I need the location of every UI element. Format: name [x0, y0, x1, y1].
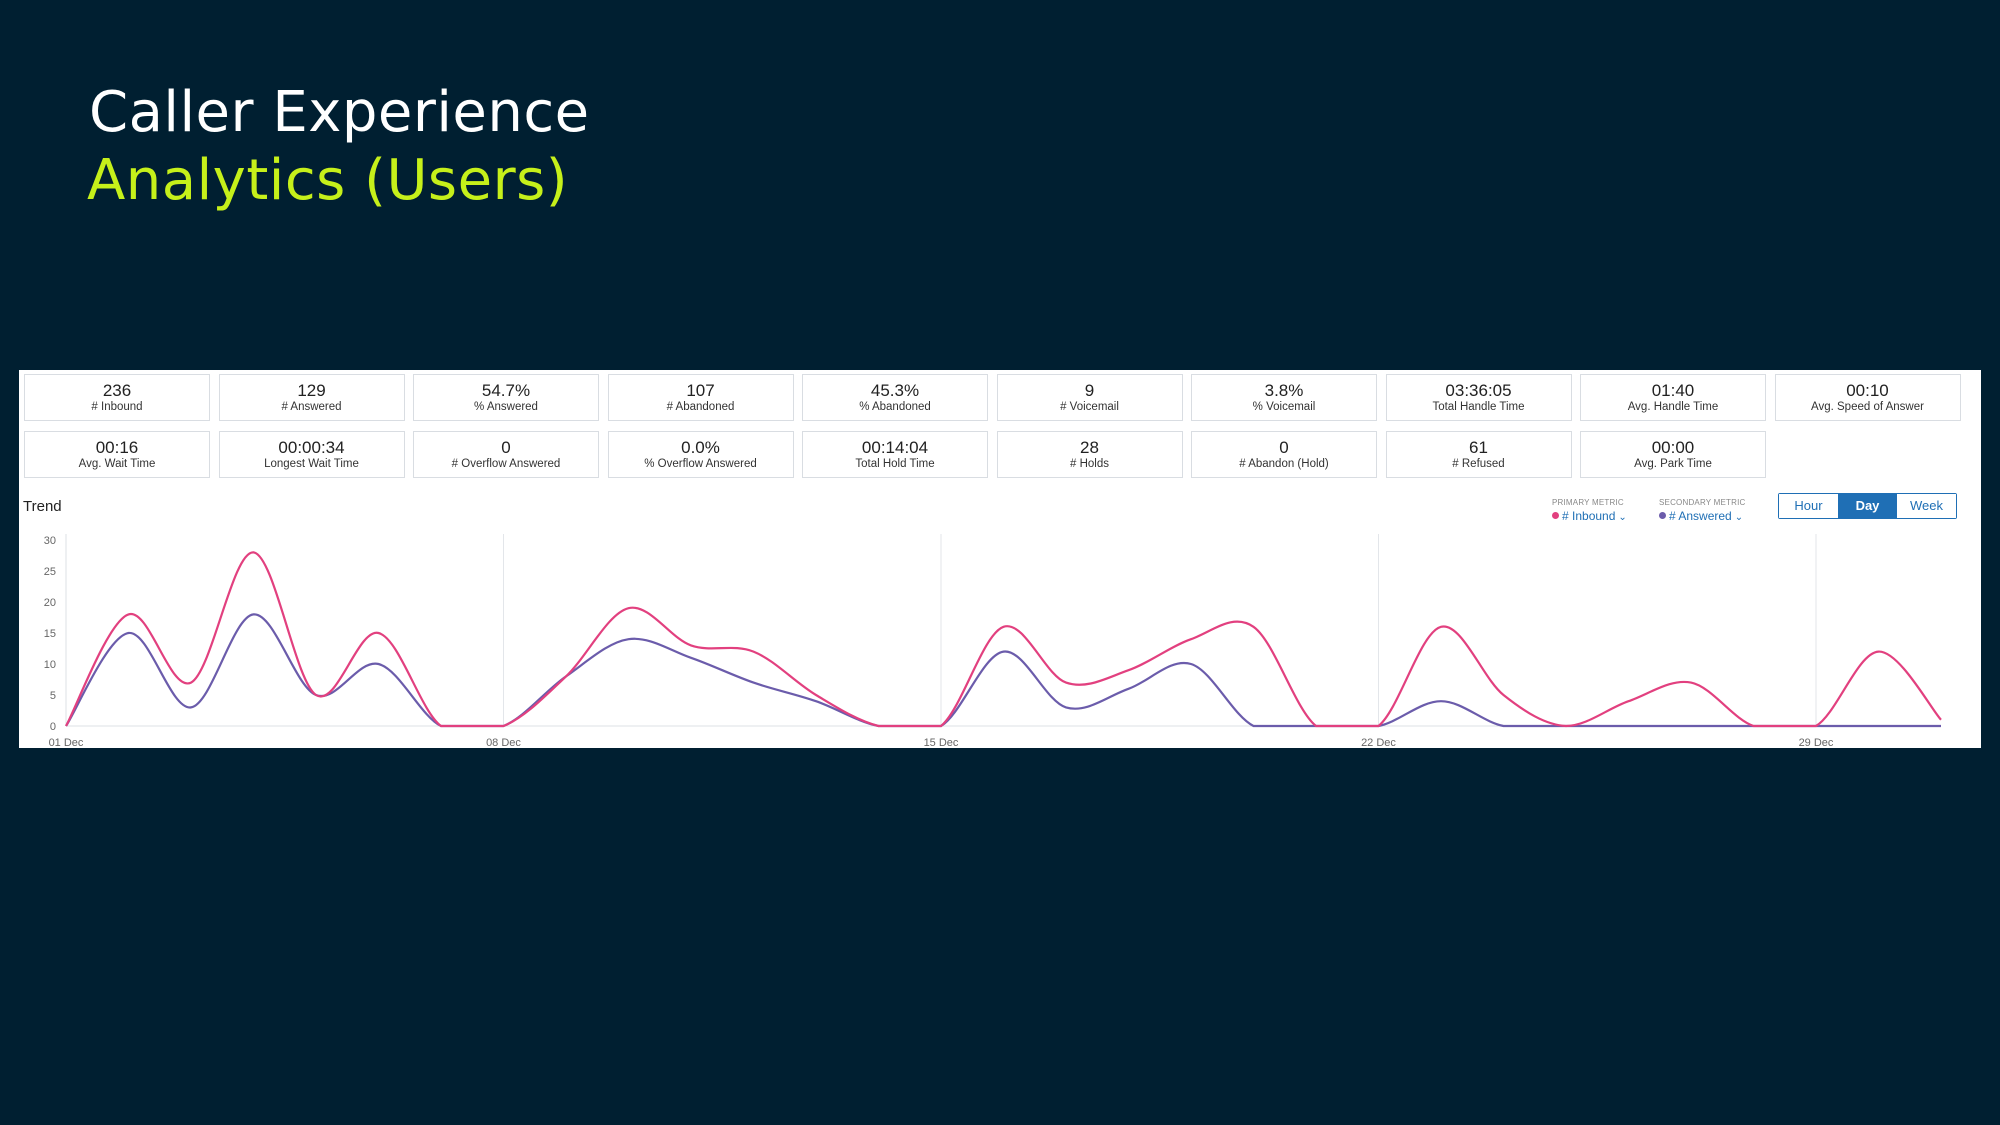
kpi-label: # Voicemail: [1060, 401, 1119, 413]
y-tick-label: 20: [44, 597, 56, 609]
x-tick-label: 29 Dec: [1799, 737, 1834, 748]
slide-subtitle: Analytics (Users): [87, 148, 569, 213]
kpi-label: Avg. Park Time: [1634, 458, 1712, 470]
primary-metric-selector[interactable]: PRIMARY METRIC # Inbound ⌄: [1552, 498, 1627, 523]
kpi-tile: 107 # Abandoned: [607, 374, 794, 421]
x-tick-label: 22 Dec: [1361, 737, 1396, 748]
secondary-metric-selector[interactable]: SECONDARY METRIC # Answered ⌄: [1659, 498, 1745, 523]
y-tick-label: 15: [44, 628, 56, 640]
kpi-label: % Voicemail: [1252, 401, 1316, 413]
kpi-value: 9: [1084, 381, 1095, 400]
kpi-tile: 00:00:34 Longest Wait Time: [218, 431, 405, 478]
kpi-value: 01:40: [1651, 381, 1695, 400]
granularity-week-button[interactable]: Week: [1897, 494, 1956, 518]
kpi-value: 54.7%: [481, 381, 531, 400]
kpi-tile: 0 # Overflow Answered: [413, 431, 599, 478]
kpi-label: # Overflow Answered: [451, 458, 561, 470]
kpi-tile: 00:14:04 Total Hold Time: [802, 431, 988, 478]
kpi-value: 28: [1080, 438, 1099, 457]
primary-metric-value: # Inbound: [1562, 509, 1616, 523]
kpi-value: 0.0%: [681, 438, 720, 457]
x-tick-label: 08 Dec: [486, 737, 521, 748]
kpi-value: 00:10: [1846, 381, 1889, 400]
kpi-tile: 54.7%% Answered: [413, 374, 599, 421]
kpi-value: 00:00: [1651, 438, 1695, 457]
kpi-tile: 28 # Holds: [996, 431, 1183, 478]
kpi-value: 45.3%: [870, 381, 920, 400]
kpi-tile: 61 # Refused: [1385, 431, 1572, 478]
series-line-answered: [65, 613, 1941, 728]
kpi-label: # Abandon (Hold): [1239, 458, 1329, 470]
kpi-label: % Overflow Answered: [644, 458, 757, 470]
secondary-dot-icon: [1659, 512, 1666, 519]
kpi-value: 00:00:34: [278, 438, 345, 457]
analytics-panel: 236 # Inbound 129 # Answered 54.7%% Answered…: [19, 370, 1981, 748]
kpi-label: Avg. Wait Time: [78, 458, 156, 470]
kpi-tile: 129 # Answered: [218, 374, 405, 421]
kpi-tile: 45.3%% Abandoned: [802, 374, 988, 421]
series-line-inbound: [65, 551, 1942, 728]
kpi-label: # Inbound: [91, 401, 143, 413]
kpi-tile: 00:16 Avg. Wait Time: [24, 431, 210, 478]
kpi-label: Longest Wait Time: [264, 458, 359, 470]
kpi-label: Avg. Speed of Answer: [1811, 401, 1924, 413]
kpi-value: 3.8%: [1264, 381, 1304, 400]
kpi-label: Total Handle Time: [1432, 401, 1525, 413]
kpi-tile: 0.0%% Overflow Answered: [607, 431, 794, 478]
kpi-label: % Abandoned: [859, 401, 931, 413]
chevron-down-icon: ⌄: [1618, 512, 1627, 523]
trend-label: Trend: [23, 498, 62, 515]
primary-dot-icon: [1552, 512, 1559, 519]
kpi-label: % Answered: [474, 401, 538, 413]
granularity-toggle: Hour Day Week: [1778, 493, 1957, 519]
kpi-label: # Abandoned: [666, 401, 735, 413]
x-tick-label: 15 Dec: [924, 737, 959, 748]
kpi-value: 00:16: [95, 438, 139, 457]
trend-chart: 01 Dec 08 Dec 15 Dec 22 Dec 29 Dec 0 5 10 15 20 25…: [44, 534, 1942, 748]
kpi-tile: 0 # Abandon (Hold): [1191, 431, 1377, 478]
kpi-value: 03:36:05: [1445, 381, 1512, 400]
kpi-value: 0: [501, 438, 511, 457]
y-tick-label: 0: [50, 721, 56, 733]
slide-title: Caller Experience: [89, 80, 590, 145]
y-tick-label: 25: [44, 566, 56, 578]
secondary-metric-caption: SECONDARY METRIC: [1659, 498, 1746, 507]
kpi-label: Total Hold Time: [855, 458, 935, 470]
primary-metric-caption: PRIMARY METRIC: [1552, 498, 1624, 507]
kpi-tile: 03:36:05 Total Handle Time: [1385, 374, 1572, 421]
secondary-metric-value: # Answered: [1669, 509, 1732, 523]
kpi-tile: 01:40 Avg. Handle Time: [1580, 374, 1766, 421]
kpi-label: # Holds: [1070, 458, 1109, 470]
y-tick-label: 30: [44, 535, 56, 547]
kpi-value: 129: [297, 381, 326, 400]
granularity-hour-button[interactable]: Hour: [1779, 494, 1838, 518]
y-tick-label: 10: [44, 659, 56, 671]
kpi-tile: 3.8%% Voicemail: [1191, 374, 1377, 421]
kpi-label: Avg. Handle Time: [1627, 401, 1719, 413]
kpi-value: 0: [1279, 438, 1289, 457]
kpi-value: 107: [686, 381, 715, 400]
kpi-label: # Answered: [281, 401, 342, 413]
kpi-label: # Refused: [1452, 458, 1505, 470]
kpi-tile: 236 # Inbound: [24, 374, 210, 421]
kpi-value: 236: [102, 381, 132, 400]
chevron-down-icon: ⌄: [1734, 512, 1744, 523]
kpi-value: 61: [1469, 438, 1488, 457]
kpi-value: 00:14:04: [861, 438, 929, 457]
y-tick-label: 5: [50, 690, 56, 702]
x-tick-label: 01 Dec: [49, 737, 84, 748]
kpi-tile: 9 # Voicemail: [996, 374, 1183, 421]
kpi-tile: 00:00 Avg. Park Time: [1580, 431, 1766, 478]
granularity-day-button[interactable]: Day: [1838, 494, 1897, 518]
kpi-tile: 00:10 Avg. Speed of Answer: [1774, 374, 1961, 421]
